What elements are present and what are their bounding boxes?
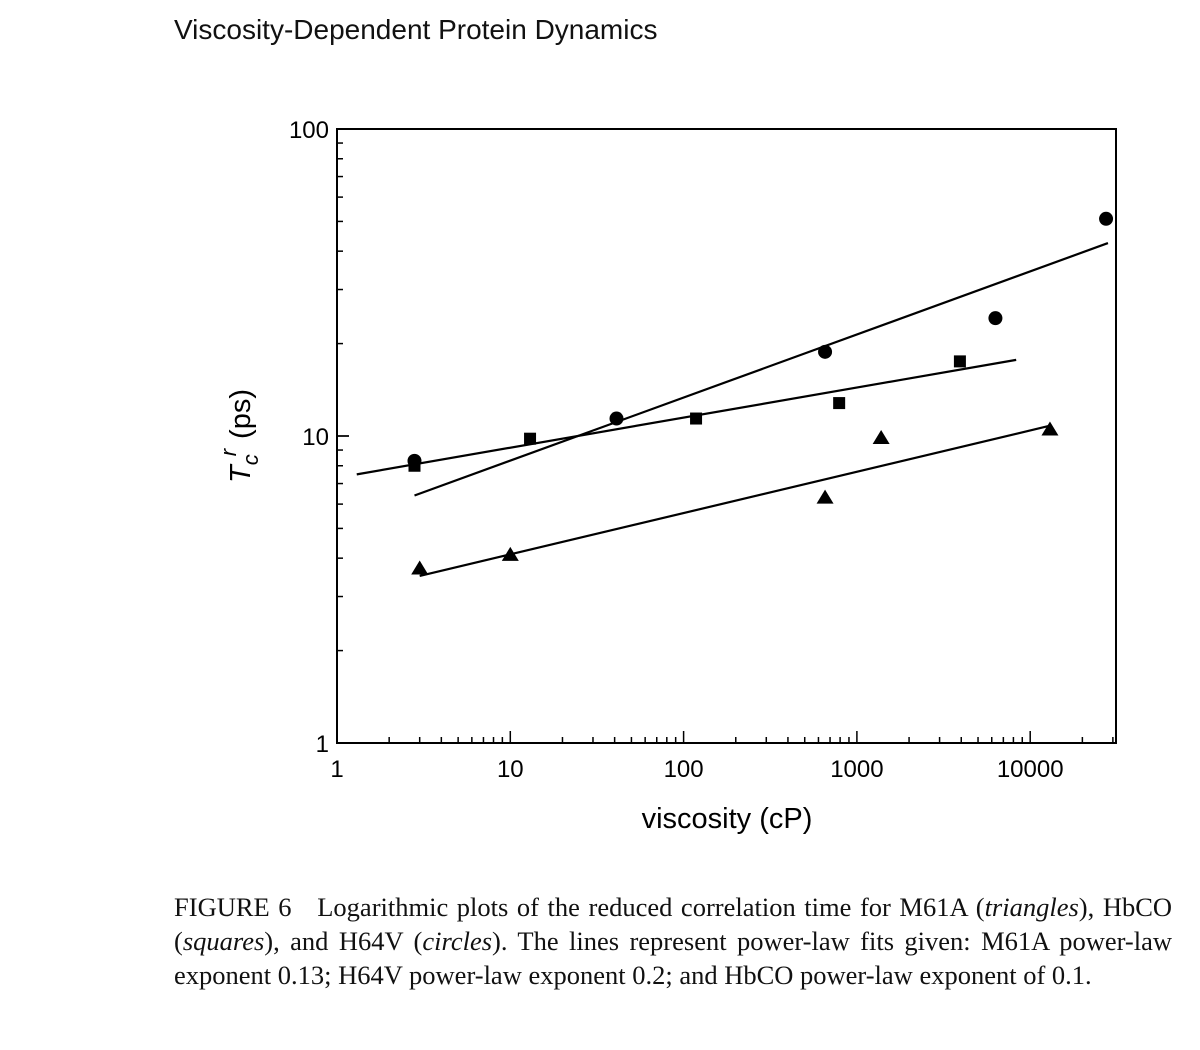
caption-label: FIGURE 6: [174, 892, 292, 922]
y-label-unit: (ps): [225, 389, 257, 439]
point-m61a: [872, 430, 890, 445]
x-axis-label: viscosity (cP): [642, 803, 813, 835]
point-m61a: [1041, 421, 1059, 436]
point-hbco: [833, 397, 846, 410]
x-tick-label: 10000: [997, 756, 1064, 783]
plot-frame: [336, 128, 1117, 744]
fit-line-h64v: [414, 242, 1109, 497]
point-m61a: [816, 489, 834, 504]
figure-caption: FIGURE 6 Logarithmic plots of the reduce…: [174, 892, 1173, 990]
y-label-main: T: [225, 463, 257, 483]
y-tick-label: 100: [289, 117, 329, 144]
point-hbco: [524, 432, 537, 445]
y-label-sub: c: [238, 454, 263, 465]
fit-line-hbco: [356, 358, 1017, 476]
point-h64v: [818, 344, 833, 359]
point-hbco: [408, 459, 421, 472]
point-hbco: [690, 412, 703, 425]
x-tick-label: 100: [664, 756, 704, 783]
x-tick-label: 1000: [830, 756, 883, 783]
y-tick-label: 1: [316, 731, 329, 758]
y-axis-label: Tcr (ps): [216, 389, 263, 483]
fit-line-m61a: [419, 424, 1051, 578]
axis-ticks: 1 10 100 1000 10000 1 10 100: [289, 117, 1114, 783]
point-m61a: [411, 560, 429, 575]
log-log-chart: 1 10 100 1000 10000 1 10 100 viscosity (cP) Tcr…: [216, 117, 1117, 835]
x-tick-label: 1: [330, 756, 343, 783]
point-m61a: [501, 546, 519, 561]
running-header: Viscosity-Dependent Protein Dynamics: [174, 14, 658, 45]
point-h64v: [988, 311, 1003, 326]
point-h64v: [1099, 211, 1114, 226]
x-tick-label: 10: [497, 756, 524, 783]
point-h64v: [609, 411, 624, 426]
data-marks: [356, 211, 1114, 578]
y-label-sup: r: [216, 447, 241, 456]
point-hbco: [953, 355, 966, 368]
y-tick-label: 10: [302, 424, 329, 451]
